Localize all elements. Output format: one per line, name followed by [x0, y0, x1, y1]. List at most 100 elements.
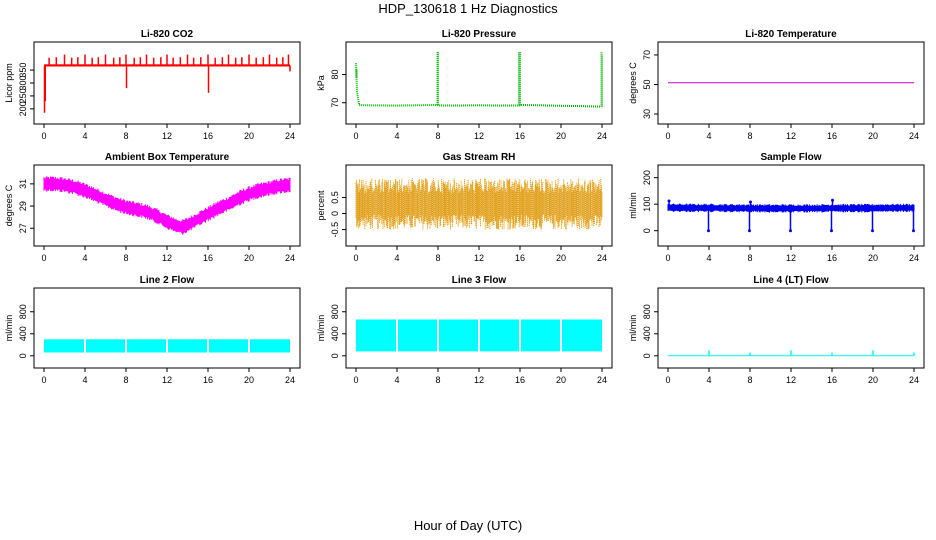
x-tick-label: 8 [123, 253, 128, 263]
x-tick-label: 8 [747, 375, 752, 385]
panel-6: Sample Flow 0 4 8 12 16 20 24 0 100 200 ml/min [628, 152, 925, 263]
x-tick-label: 12 [786, 253, 796, 263]
panel-8: Line 3 Flow 0 4 8 12 16 20 24 0 400 800 ml/min [316, 275, 613, 385]
x-tick-label: 20 [244, 253, 254, 263]
data-jitter [43, 176, 291, 235]
x-tick-label: 20 [244, 131, 254, 141]
x-tick-label: 4 [706, 375, 711, 385]
x-tick-label: 12 [162, 253, 172, 263]
x-tick-label: 4 [706, 253, 711, 263]
y-tick-label: 30 [642, 109, 652, 119]
x-tick-label: 16 [827, 131, 837, 141]
x-tick-label: 24 [909, 131, 919, 141]
data-point [749, 200, 753, 204]
data-band [44, 339, 84, 353]
y-tick-label: 200 [642, 170, 652, 185]
y-tick-label: 31 [18, 179, 28, 189]
panel-title: Li-820 Pressure [442, 29, 517, 40]
x-tick-label: 8 [435, 131, 440, 141]
data-line [355, 63, 602, 108]
data-band [398, 319, 437, 352]
y-tick-label: 0.5 [330, 191, 340, 204]
y-tick-label: 0 [330, 211, 340, 216]
y-tick-label: -0.5 [330, 222, 340, 238]
y-tick-label: 400 [330, 326, 340, 341]
x-tick-label: 4 [394, 375, 399, 385]
x-tick-label: 20 [868, 131, 878, 141]
y-tick-label: 0 [18, 353, 28, 358]
data-point [706, 229, 710, 233]
x-tick-label: 20 [556, 375, 566, 385]
panel-title: Li-820 CO2 [141, 29, 194, 40]
y-axis-label: percent [316, 190, 326, 221]
x-tick-label: 8 [123, 375, 128, 385]
x-tick-label: 24 [597, 375, 607, 385]
data-band [521, 319, 560, 352]
y-tick-label: 70 [642, 50, 652, 60]
data-point [870, 229, 874, 233]
data-band [209, 339, 248, 353]
panel-5: Gas Stream RH 0 4 8 12 16 20 24 -0.5 0 0.5 percent [316, 152, 613, 263]
y-tick-label: 29 [18, 201, 28, 211]
data-point [831, 198, 835, 202]
panel-title: Li-820 Temperature [745, 29, 837, 40]
plot-area [43, 176, 291, 235]
x-tick-label: 24 [597, 131, 607, 141]
x-tick-label: 12 [786, 131, 796, 141]
x-tick-label: 4 [82, 253, 87, 263]
panel-3: Li-820 Temperature 0 4 8 12 16 20 24 30 50 70 degre… [628, 29, 925, 141]
x-tick-label: 16 [203, 253, 213, 263]
x-tick-label: 0 [665, 375, 670, 385]
panel-frame [33, 287, 301, 369]
plot-area [44, 339, 290, 353]
data-band [127, 339, 166, 353]
x-tick-label: 12 [786, 375, 796, 385]
y-axis-label: degrees C [4, 184, 14, 226]
y-axis-label: ml/min [4, 315, 14, 342]
data-band [439, 319, 478, 352]
y-tick-label: 300 [18, 75, 28, 90]
x-tick-label: 24 [909, 253, 919, 263]
panel-frame [33, 41, 301, 125]
figure-title: HDP_130618 1 Hz Diagnostics [378, 1, 558, 16]
x-tick-label: 24 [285, 131, 295, 141]
x-tick-label: 12 [474, 375, 484, 385]
plot-area [356, 319, 602, 352]
plot-area [355, 52, 603, 108]
plot-area [355, 178, 603, 230]
x-tick-label: 24 [909, 375, 919, 385]
plot-area [43, 54, 291, 113]
y-tick-label: 0 [330, 353, 340, 358]
data-point [829, 229, 833, 233]
panel-2: Li-820 Pressure 0 4 8 12 16 20 24 70 80 kPa [316, 29, 613, 141]
y-tick-label: 70 [330, 98, 340, 108]
x-tick-label: 12 [474, 131, 484, 141]
x-tick-label: 24 [597, 253, 607, 263]
x-tick-label: 0 [41, 131, 46, 141]
x-tick-label: 16 [827, 375, 837, 385]
data-point [911, 229, 915, 233]
y-tick-label: 0 [642, 228, 652, 233]
x-tick-label: 20 [556, 131, 566, 141]
x-tick-label: 0 [353, 131, 358, 141]
x-tick-label: 0 [41, 375, 46, 385]
x-tick-label: 4 [82, 131, 87, 141]
y-axis-label: Licor ppm [4, 63, 14, 103]
x-tick-label: 0 [41, 253, 46, 263]
x-tick-label: 8 [123, 131, 128, 141]
panel-9: Line 4 (LT) Flow 0 4 8 12 16 20 24 0 400 800 ml/min [628, 275, 925, 385]
x-tick-label: 20 [244, 375, 254, 385]
y-tick-label: 27 [18, 223, 28, 233]
x-tick-label: 16 [515, 375, 525, 385]
data-band [356, 319, 396, 352]
x-tick-label: 16 [827, 253, 837, 263]
x-tick-label: 20 [556, 253, 566, 263]
x-tick-label: 0 [665, 131, 670, 141]
x-tick-label: 12 [474, 253, 484, 263]
y-tick-label: 50 [642, 79, 652, 89]
x-tick-label: 4 [82, 375, 87, 385]
y-tick-label: 250 [18, 88, 28, 103]
x-tick-label: 16 [203, 131, 213, 141]
